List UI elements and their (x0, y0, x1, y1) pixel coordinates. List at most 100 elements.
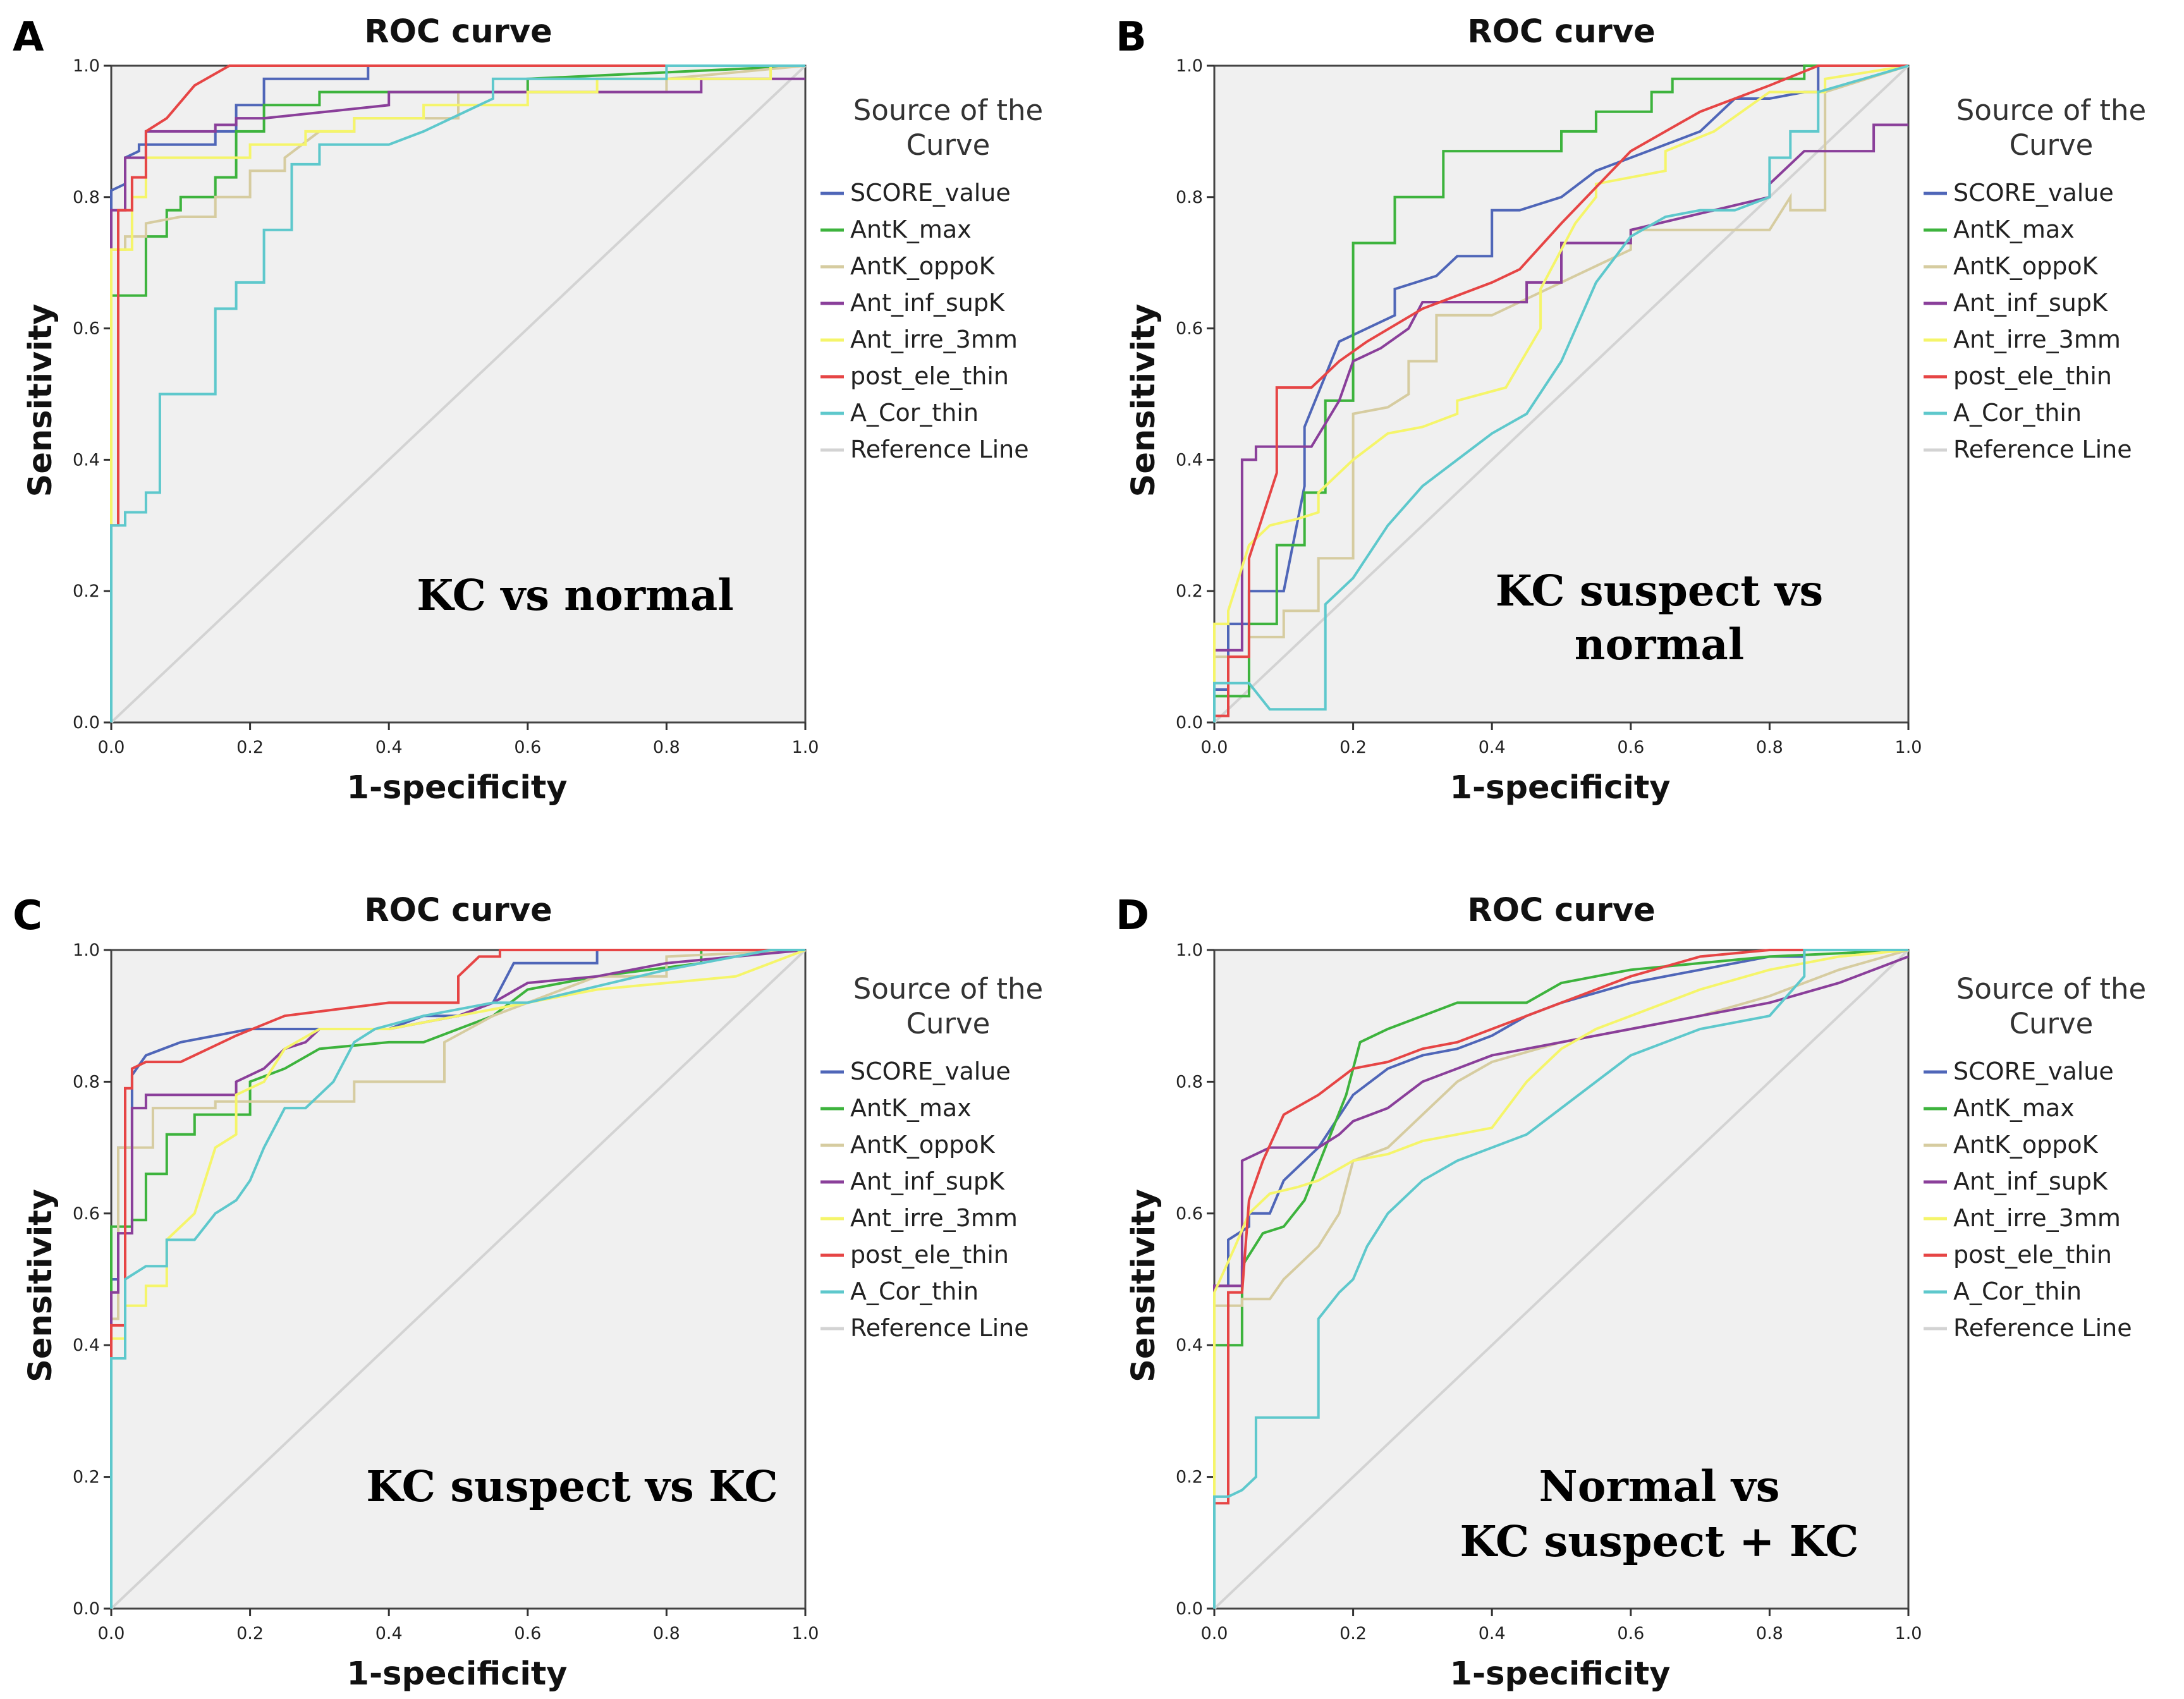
legend-title: Source of the (1956, 94, 2146, 127)
roc-curve-reference-line (110, 64, 807, 724)
x-tick-label: 0.6 (514, 738, 541, 757)
x-tick-label: 0.4 (1479, 1624, 1506, 1643)
x-tick-label: 0.0 (98, 1624, 125, 1643)
x-tick-label: 0.2 (1339, 738, 1367, 757)
y-tick-label: 0.4 (1176, 450, 1203, 470)
roc-curve-post-ele-thin (1213, 949, 1908, 1609)
y-tick-label: 0.4 (1176, 1336, 1203, 1355)
y-tick-label: 0.6 (73, 319, 100, 339)
x-tick-label: 1.0 (792, 738, 819, 757)
legend-label-post-ele-thin: post_ele_thin (1953, 1241, 2112, 1269)
legend-label-antk-oppok: AntK_oppoK (1953, 252, 2099, 280)
x-tick-label: 0.8 (1756, 1624, 1783, 1643)
x-tick-label: 0.0 (1201, 1624, 1228, 1643)
legend-label-post-ele-thin: post_ele_thin (850, 362, 1009, 390)
roc-curve-score-value (110, 64, 805, 722)
legend-title: Curve (906, 128, 991, 162)
legend-label-antk-max: AntK_max (1953, 1094, 2075, 1122)
legend-label-score-value: SCORE_value (1953, 179, 2114, 207)
x-tick-label: 1.0 (1895, 738, 1922, 757)
roc-curve-ant-inf-supk (110, 949, 806, 1609)
x-axis-label: 1-specificity (1450, 1655, 1671, 1693)
y-tick-label: 0.6 (73, 1204, 100, 1224)
legend-label-antk-oppok: AntK_oppoK (1953, 1131, 2099, 1159)
legend-label-antk-max: AntK_max (1953, 216, 2075, 243)
roc-curve-reference-line (110, 949, 807, 1610)
roc-curve-a-cor-thin (1213, 949, 1908, 1609)
roc-panel-d: D ROC curve 0.0 0.2 0.4 0.6 0.8 1.0 0.0 0.2 0.4 0.6… (1116, 892, 2146, 1693)
x-tick-label: 0.6 (1617, 1624, 1644, 1643)
roc-curve-a-cor-thin (110, 64, 805, 722)
panel-letter: C (13, 892, 42, 939)
y-axis-label: Sensitivity (22, 1189, 59, 1382)
roc-curve-post-ele-thin (1213, 64, 1908, 722)
legend-label-ant-irre-3mm: Ant_irre_3mm (1953, 326, 2121, 353)
x-tick-label: 0.0 (1201, 738, 1228, 757)
x-tick-label: 1.0 (792, 1624, 819, 1643)
legend-title: Curve (2010, 128, 2094, 162)
roc-curve-a-cor-thin (110, 949, 805, 1609)
panel-letter: A (13, 14, 44, 61)
roc-curve-ant-irre-3mm (110, 949, 806, 1609)
roc-panel-c: C ROC curve 0.0 0.2 0.4 0.6 0.8 1.0 0.0 0.2 0.4 0.6… (13, 892, 1043, 1693)
panel-letter: B (1116, 14, 1147, 61)
legend-title: Curve (2010, 1007, 2094, 1040)
panel-annotation: normal (1575, 619, 1744, 669)
x-tick-label: 0.4 (1479, 738, 1506, 757)
y-tick-label: 0.0 (73, 1599, 100, 1619)
x-tick-label: 0.6 (1617, 738, 1644, 757)
legend-label-ant-irre-3mm: Ant_irre_3mm (850, 1204, 1018, 1232)
roc-curve-antk-max (1213, 64, 1908, 722)
y-tick-label: 0.2 (73, 1468, 100, 1487)
x-axis-label: 1-specificity (1450, 769, 1671, 807)
x-tick-label: 0.6 (514, 1624, 541, 1643)
legend-label-ant-inf-supk: Ant_inf_supK (1953, 289, 2108, 317)
legend-label-antk-oppok: AntK_oppoK (850, 1131, 996, 1159)
roc-curve-antk-oppok (1213, 64, 1909, 722)
panel-annotation: Normal vs (1539, 1461, 1780, 1511)
y-axis-label: Sensitivity (22, 304, 59, 497)
legend-label-ant-irre-3mm: Ant_irre_3mm (1953, 1204, 2121, 1232)
chart-title: ROC curve (1467, 13, 1655, 51)
y-tick-label: 0.2 (1176, 1468, 1203, 1487)
x-tick-label: 0.4 (375, 1624, 403, 1643)
y-tick-label: 0.0 (73, 713, 100, 733)
panel-letter: D (1116, 892, 1149, 939)
roc-curve-ant-irre-3mm (110, 64, 805, 722)
y-axis-label: Sensitivity (1125, 304, 1162, 497)
y-tick-label: 0.8 (73, 188, 100, 207)
chart-title: ROC curve (364, 13, 552, 51)
legend-label-post-ele-thin: post_ele_thin (1953, 362, 2112, 390)
y-tick-label: 0.8 (73, 1072, 100, 1092)
roc-curve-antk-oppok (110, 949, 806, 1609)
legend-label-ant-inf-supk: Ant_inf_supK (850, 289, 1005, 317)
x-tick-label: 0.8 (653, 1624, 680, 1643)
x-tick-label: 0.8 (1756, 738, 1783, 757)
legend-label-a-cor-thin: A_Cor_thin (850, 399, 979, 427)
panel-annotation: KC suspect vs (1496, 566, 1823, 616)
legend-label-antk-oppok: AntK_oppoK (850, 252, 996, 280)
panel-annotation: KC vs normal (417, 570, 734, 620)
legend-label-score-value: SCORE_value (850, 179, 1011, 207)
legend-title: Source of the (1956, 972, 2146, 1006)
legend-label-antk-max: AntK_max (850, 1094, 972, 1122)
legend-label-a-cor-thin: A_Cor_thin (850, 1277, 979, 1305)
legend-label-score-value: SCORE_value (850, 1057, 1011, 1085)
roc-curve-reference-line (1213, 949, 1910, 1610)
legend-label-ant-irre-3mm: Ant_irre_3mm (850, 326, 1018, 353)
y-tick-label: 0.4 (73, 450, 100, 470)
chart-title: ROC curve (364, 892, 552, 929)
legend-label-score-value: SCORE_value (1953, 1057, 2114, 1085)
y-tick-label: 0.0 (1176, 1599, 1203, 1619)
y-tick-label: 1.0 (73, 941, 100, 960)
roc-curve-post-ele-thin (110, 949, 805, 1609)
x-tick-label: 0.2 (1339, 1624, 1367, 1643)
legend-title: Source of the (853, 972, 1043, 1006)
y-tick-label: 1.0 (1176, 56, 1203, 76)
legend-label-reference-line: Reference Line (850, 1314, 1029, 1342)
legend-label-reference-line: Reference Line (850, 435, 1029, 463)
roc-curve-ant-irre-3mm (1213, 949, 1909, 1609)
chart-title: ROC curve (1467, 892, 1655, 929)
x-tick-label: 0.2 (236, 738, 264, 757)
y-tick-label: 0.0 (1176, 713, 1203, 733)
